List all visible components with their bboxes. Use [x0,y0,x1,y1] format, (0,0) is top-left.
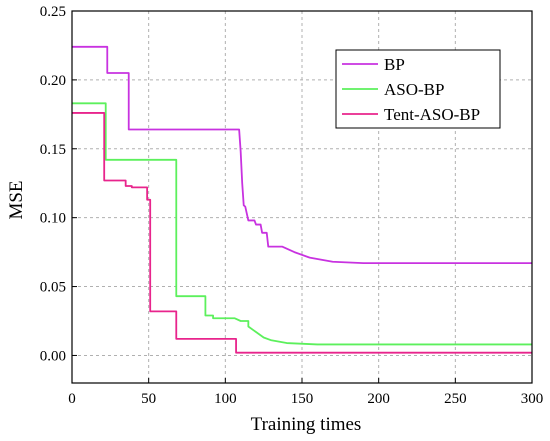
y-axis-title: MSE [6,180,27,219]
x-tick-label: 100 [214,391,237,407]
y-tick-label: 0.05 [40,280,66,296]
y-tick-label: 0.00 [40,348,66,364]
y-tick-label: 0.10 [40,211,66,227]
x-tick-label: 300 [521,391,544,407]
y-tick-label: 0.25 [40,4,66,20]
legend-label-tent-aso-bp: Tent-ASO-BP [384,105,480,124]
series-line-tent-aso-bp [72,112,532,354]
x-tick-label: 0 [68,391,76,407]
y-tick-label: 0.20 [40,73,66,89]
x-tick-label: 200 [367,391,390,407]
x-tick-label: 50 [141,391,156,407]
tick-labels: 0 50 100 150 200 250 300 0.00 0.05 0.10 0.15 0.20 0.… [40,4,544,407]
legend: BP ASO-BP Tent-ASO-BP [335,49,501,129]
legend-label-aso-bp: ASO-BP [384,80,444,99]
x-tick-label: 150 [291,391,314,407]
series-line-bp [72,45,532,265]
x-tick-label: 250 [444,391,467,407]
legend-label-bp: BP [384,55,405,74]
series-group [72,45,532,354]
x-axis-title: Training times [251,414,362,435]
series-line-aso-bp [72,102,532,346]
y-tick-label: 0.15 [40,142,66,158]
